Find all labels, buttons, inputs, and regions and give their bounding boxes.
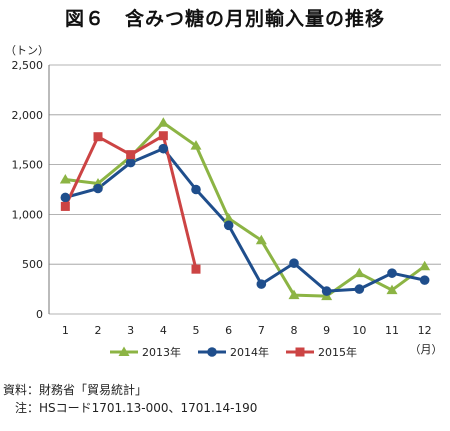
source-note: 資料：財務省「貿易統計」: [3, 383, 148, 397]
data-point: [386, 284, 398, 295]
y-tick-label: 1,000: [12, 208, 44, 221]
data-point: [387, 268, 397, 278]
y-tick-label: 1,500: [12, 159, 44, 172]
y-axis-label: （トン）: [5, 44, 49, 57]
data-point: [256, 279, 267, 289]
legend-label: 2014年: [230, 345, 269, 359]
data-point: [126, 150, 136, 160]
data-point: [354, 284, 365, 294]
notes: 資料：財務省「貿易統計」 注：HSコード1701.13-000、1701.14-…: [3, 381, 257, 417]
x-tick-label: 11: [385, 324, 399, 337]
data-point: [60, 201, 70, 211]
data-point: [321, 286, 332, 296]
data-point: [93, 132, 103, 142]
hs-code-note: 注：HSコード1701.13-000、1701.14-190: [15, 401, 258, 415]
data-point: [419, 260, 431, 271]
chart-title: 図６ 含みつ糖の月別輸入量の推移: [64, 8, 385, 30]
x-tick-label: 9: [323, 324, 330, 337]
data-point: [59, 174, 71, 184]
data-point: [157, 117, 169, 127]
x-tick-label: 5: [193, 324, 200, 337]
data-point: [125, 157, 136, 168]
data-point: [288, 289, 300, 300]
legend: 2013年 2014年 2015年: [110, 345, 357, 359]
legend-label: 2015年: [318, 345, 357, 359]
data-point: [223, 212, 235, 223]
y-tick-label: 2,000: [12, 109, 44, 122]
x-tick-label: 10: [352, 324, 366, 337]
data-point: [93, 183, 103, 194]
data-point: [223, 220, 234, 231]
x-tick-label: 3: [127, 324, 134, 337]
data-point: [158, 131, 168, 141]
legend-marker: [118, 346, 130, 356]
x-tick-label: 1: [62, 324, 69, 337]
data-point: [158, 143, 169, 154]
data-point: [191, 184, 201, 195]
legend-label: 2013年: [142, 345, 181, 359]
data-point: [191, 264, 201, 274]
x-tick-label: 8: [291, 324, 298, 337]
x-axis-label: （月）: [410, 343, 443, 356]
data-point: [419, 275, 430, 285]
x-tick-label: 12: [418, 324, 432, 337]
x-tick-label: 7: [258, 324, 265, 337]
data-point: [353, 267, 365, 278]
series-line: [65, 121, 426, 298]
data-point: [255, 234, 267, 245]
data-point: [60, 192, 71, 203]
legend-marker: [295, 347, 305, 357]
data-point: [289, 258, 299, 269]
data-point: [190, 140, 202, 150]
y-tick-label: 0: [36, 308, 43, 321]
y-tick-label: 500: [22, 258, 43, 271]
x-tick-label: 6: [225, 324, 232, 337]
legend-marker: [207, 347, 217, 357]
y-tick-label: 2,500: [12, 59, 44, 72]
x-tick-label: 2: [95, 324, 102, 337]
x-tick-label: 4: [160, 324, 167, 337]
series-line: [64, 147, 425, 293]
